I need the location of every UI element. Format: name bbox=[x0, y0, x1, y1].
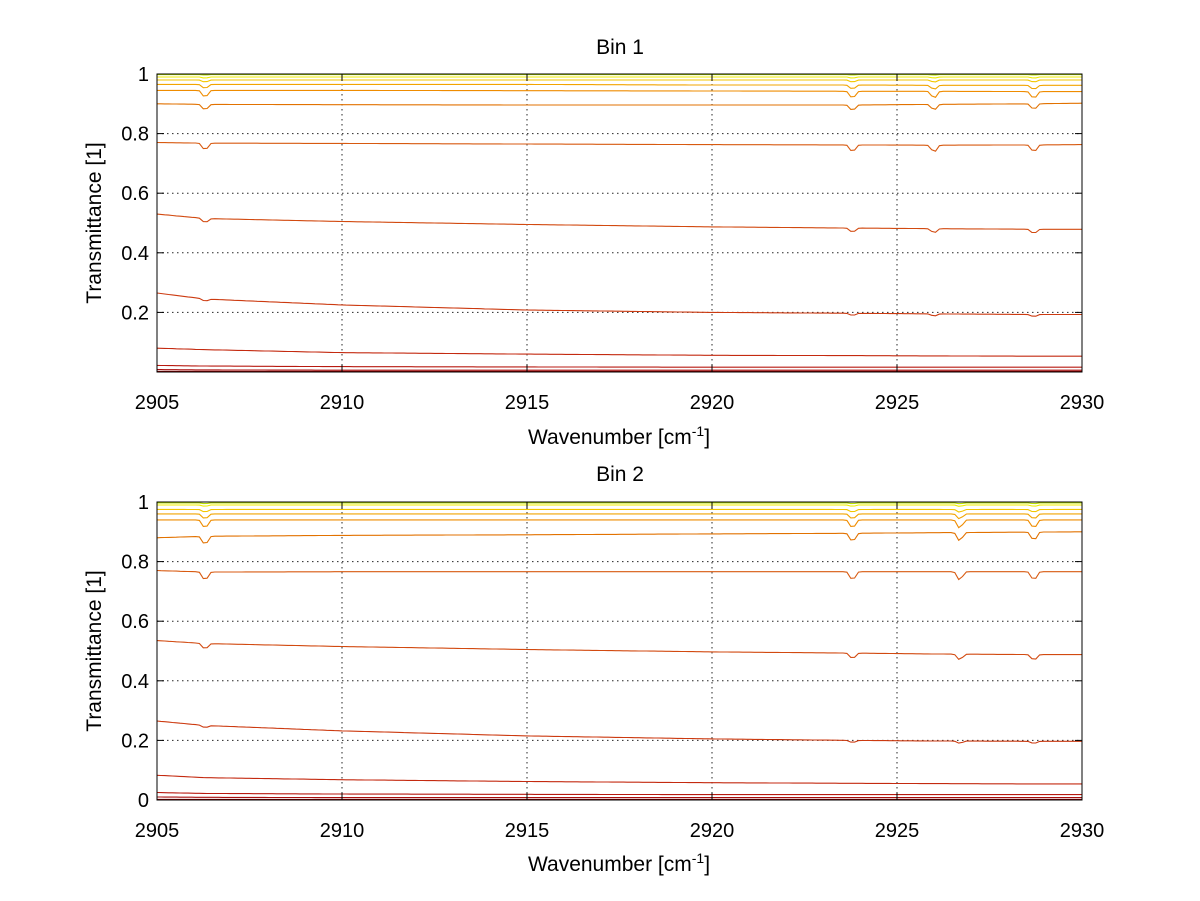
chart-title: Bin 1 bbox=[596, 36, 644, 59]
x-axis-ticks: 2905 2910 2915 2920 2925 2930 bbox=[135, 74, 1105, 414]
y-tick-label: 0.6 bbox=[121, 611, 149, 633]
series-line bbox=[157, 504, 1082, 507]
series-line bbox=[156, 791, 1082, 796]
y-tick-label: 0.8 bbox=[121, 552, 149, 574]
x-tick-label: 2930 bbox=[1060, 820, 1105, 842]
y-axis-label: Transmittance [1] bbox=[83, 570, 106, 731]
grid-lines bbox=[157, 74, 1082, 372]
y-tick-label: 0 bbox=[138, 790, 149, 812]
series-line bbox=[157, 369, 1082, 371]
x-tick-label: 2925 bbox=[875, 820, 920, 842]
series-group bbox=[156, 73, 1083, 372]
x-tick-label: 2915 bbox=[505, 820, 550, 842]
series-line bbox=[156, 640, 1082, 660]
x-axis-label: Wavenumber [cm-1] bbox=[528, 423, 710, 449]
series-line bbox=[157, 79, 1082, 83]
series-line bbox=[157, 74, 1082, 76]
series-line bbox=[156, 720, 1082, 744]
y-tick-label: 0.4 bbox=[121, 243, 149, 265]
series-line bbox=[156, 569, 1082, 581]
series-line bbox=[157, 513, 1082, 520]
y-axis-label: Transmittance [1] bbox=[83, 142, 106, 303]
series-line bbox=[157, 102, 1083, 110]
series-line bbox=[157, 508, 1082, 513]
series-line bbox=[157, 89, 1082, 98]
x-tick-label: 2915 bbox=[505, 392, 550, 414]
x-tick-label: 2925 bbox=[875, 392, 920, 414]
y-tick-label: 1 bbox=[138, 492, 149, 514]
x-tick-label: 2920 bbox=[690, 820, 735, 842]
series-line bbox=[157, 83, 1082, 90]
series-line bbox=[156, 774, 1082, 785]
x-tick-label: 2905 bbox=[135, 392, 180, 414]
grid-lines bbox=[157, 502, 1082, 800]
y-tick-label: 0.6 bbox=[121, 183, 149, 205]
y-tick-label: 0.2 bbox=[121, 302, 149, 324]
x-tick-label: 2910 bbox=[320, 392, 365, 414]
series-group bbox=[156, 501, 1082, 800]
panel-bin-2: Bin 2 2905 2910 2915 2920 2925 2930 0 0.2 0.4 0.… bbox=[83, 463, 1104, 876]
series-line bbox=[156, 364, 1082, 368]
y-tick-label: 0.2 bbox=[121, 730, 149, 752]
x-axis-ticks: 2905 2910 2915 2920 2925 2930 bbox=[135, 502, 1105, 842]
panel-bin-1: Bin 1 2905 2910 2915 2920 2925 2930 0.2 0.4 0.6… bbox=[83, 36, 1104, 449]
series-line bbox=[156, 292, 1082, 317]
x-tick-label: 2930 bbox=[1060, 392, 1105, 414]
series-line bbox=[157, 76, 1082, 79]
x-tick-label: 2910 bbox=[320, 820, 365, 842]
x-tick-label: 2905 bbox=[135, 820, 180, 842]
plot-area-frame bbox=[156, 501, 1083, 801]
y-axis-ticks: 0.2 0.4 0.6 0.8 1 bbox=[121, 64, 1082, 324]
y-tick-label: 1 bbox=[138, 64, 149, 86]
x-tick-label: 2920 bbox=[690, 392, 735, 414]
series-line bbox=[156, 213, 1082, 234]
plot-area-frame bbox=[156, 73, 1083, 373]
y-tick-label: 0.4 bbox=[121, 671, 149, 693]
series-line bbox=[156, 347, 1082, 357]
series-line bbox=[157, 502, 1082, 505]
y-tick-label: 0.8 bbox=[121, 124, 149, 146]
series-line bbox=[157, 519, 1082, 529]
series-line bbox=[157, 796, 1082, 799]
y-axis-ticks: 0 0.2 0.4 0.6 0.8 1 bbox=[121, 492, 1082, 812]
series-line bbox=[156, 531, 1082, 544]
series-line bbox=[156, 141, 1082, 152]
chart-title: Bin 2 bbox=[596, 463, 644, 486]
x-axis-label: Wavenumber [cm-1] bbox=[528, 850, 710, 876]
